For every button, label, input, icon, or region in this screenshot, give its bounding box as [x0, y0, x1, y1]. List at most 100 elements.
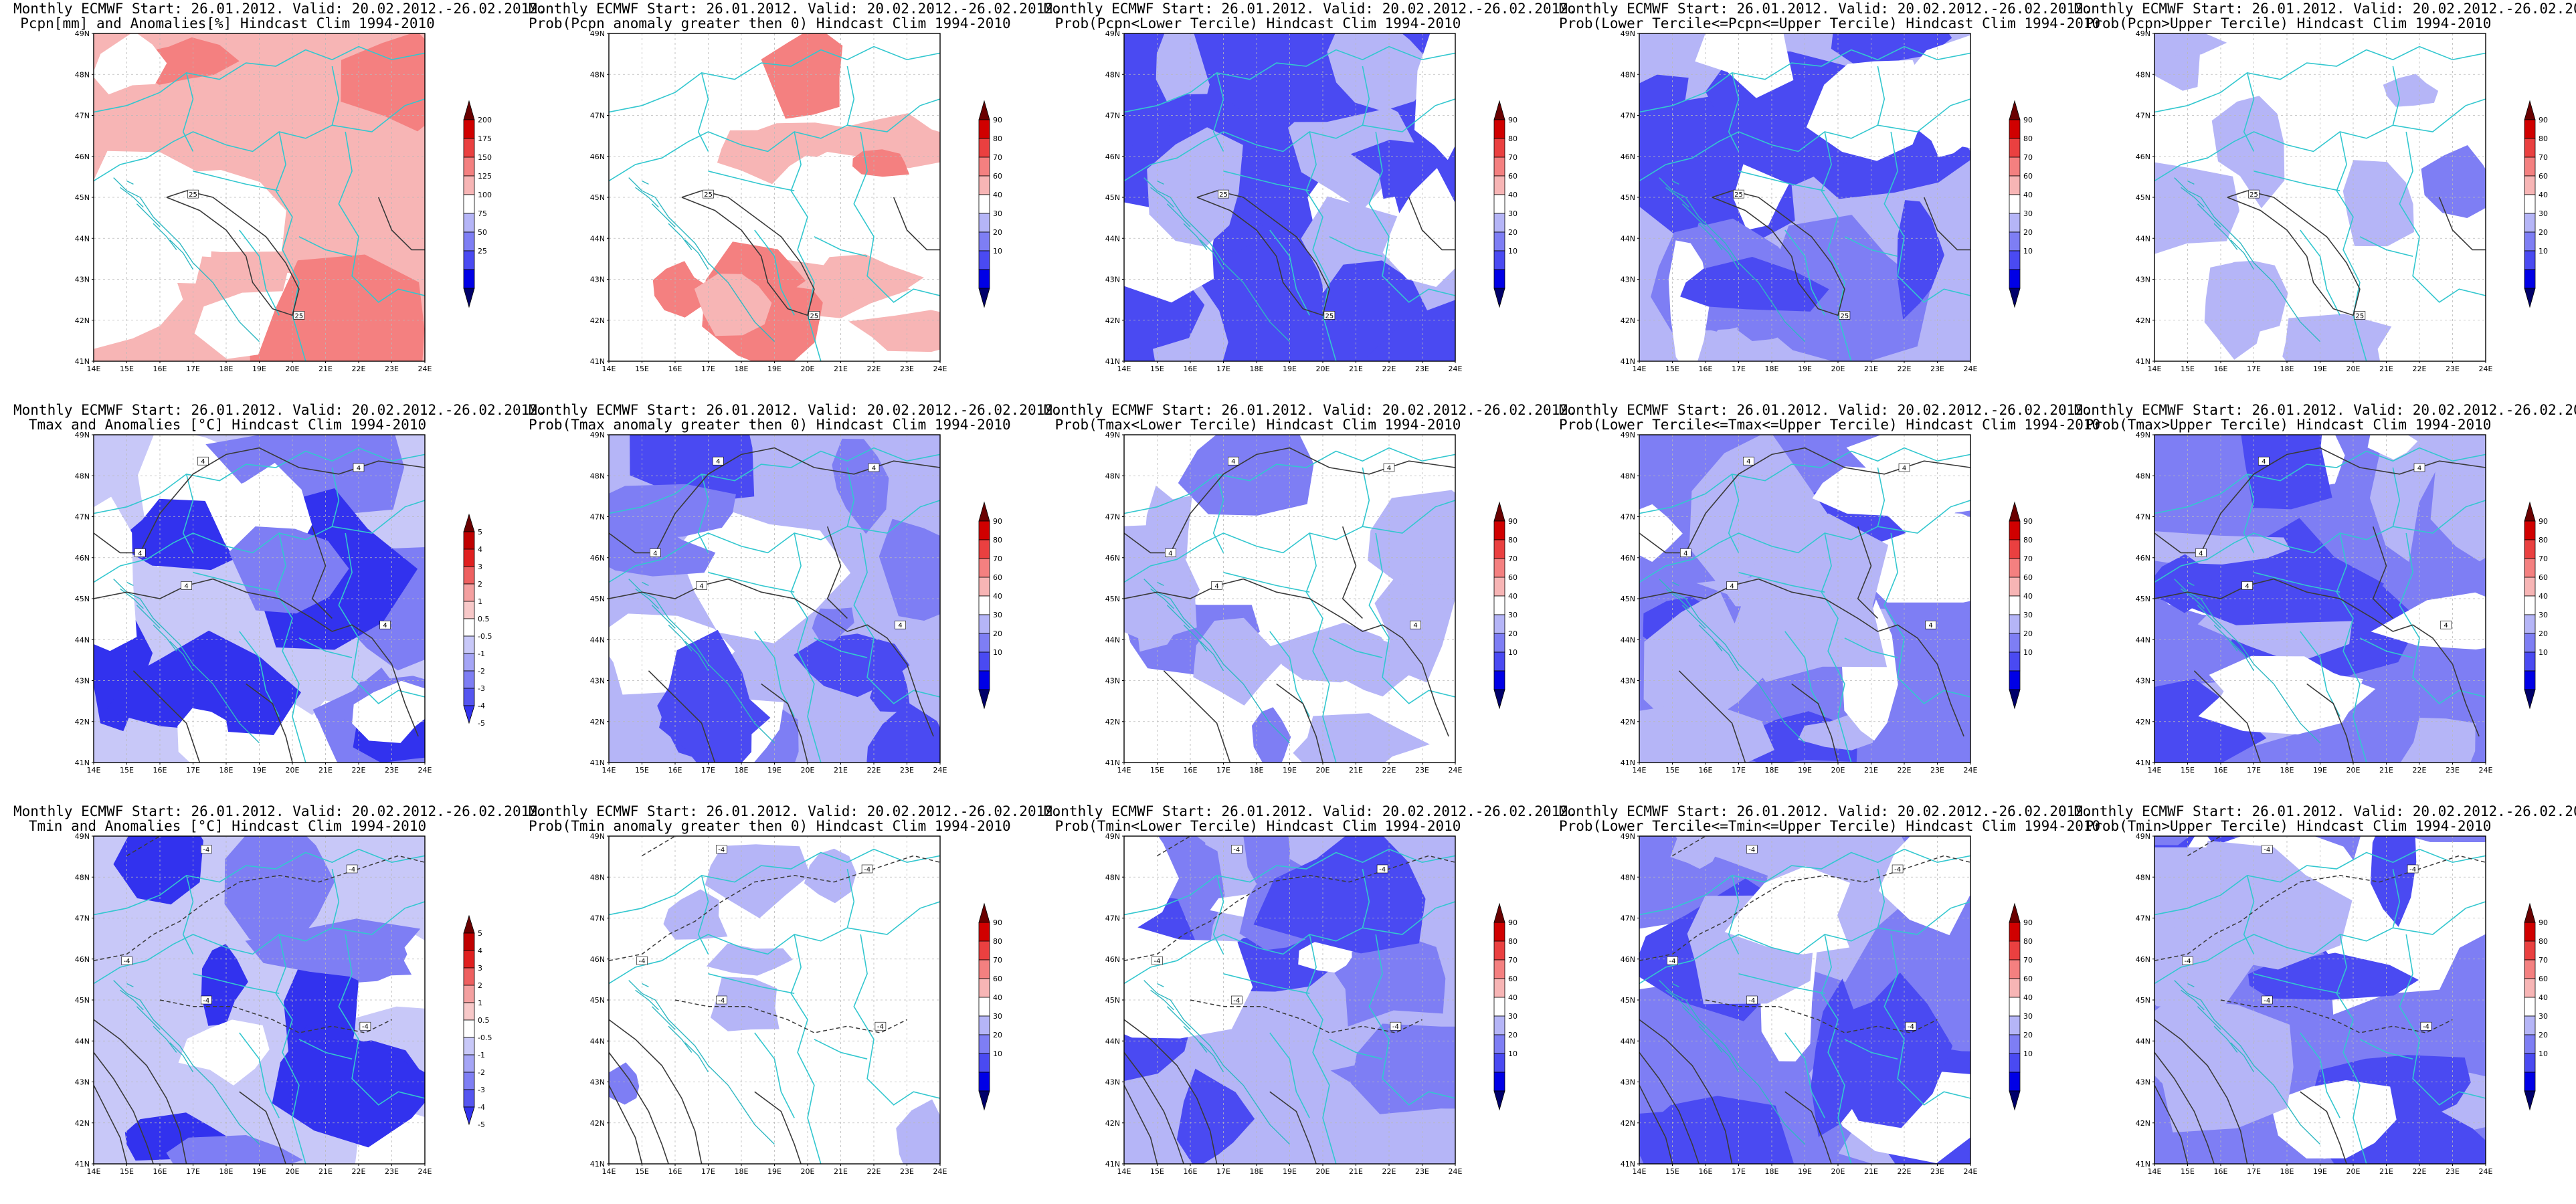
lon-tick-label: 20E [801, 1167, 815, 1176]
country-borders [609, 848, 940, 1164]
coastline [1143, 177, 1290, 342]
map-area: -4 -4 -4 -4 -4 49N 48N 47N 46N 45N 44N 43N 42N 41N14E… [2136, 832, 2493, 1176]
colorbar-label: 90 [993, 517, 1002, 526]
lon-tick-label: 24E [933, 1167, 947, 1176]
lon-tick-label: 21E [2379, 766, 2393, 775]
lon-tick-label: 18E [1765, 1167, 1779, 1176]
lon-tick-label: 17E [186, 1167, 200, 1176]
climatology-contours: 4 4 4 4 4 [609, 447, 940, 763]
lat-tick-label: 44N [75, 635, 90, 644]
colorbar-label: -5 [478, 1120, 485, 1129]
contour-label-box [1164, 548, 1176, 557]
lat-tick-label: 41N [75, 759, 90, 767]
lon-tick-label: 24E [2479, 766, 2493, 775]
panel-title-line2: Prob(Tmin anomaly greater then 0) Hindca… [529, 818, 1011, 834]
country-borders [1639, 848, 1970, 1164]
lon-tick-label: 19E [767, 365, 781, 373]
panel-title: Monthly ECMWF Start: 26.01.2012. Valid: … [1044, 804, 1577, 833]
lat-tick-label: 48N [75, 70, 90, 79]
lon-tick-label: 18E [219, 766, 234, 775]
lon-tick-label: 23E [1930, 766, 1944, 775]
climatology-contours: 25 25 [2227, 189, 2486, 320]
lon-tick-label: 22E [867, 1167, 881, 1176]
country-borders [94, 447, 425, 763]
lon-tick-label: 15E [2181, 1167, 2195, 1176]
lat-tick-label: 47N [2136, 112, 2150, 120]
contour-label: 4 [138, 550, 142, 557]
colorbar-label: 30 [2539, 611, 2548, 619]
coastline [2174, 177, 2320, 342]
colorbar: 200 175 150 125 100 75 50 25 [463, 100, 492, 308]
lon-tick-label: 23E [2446, 766, 2460, 775]
lat-tick-label: 46N [2136, 153, 2150, 161]
contour-label: -4 [639, 958, 646, 965]
lon-tick-label: 15E [1150, 1167, 1164, 1176]
colorbar-label: 70 [993, 956, 1002, 965]
lon-tick-label: 18E [735, 1167, 749, 1176]
contour-label: 4 [1746, 458, 1750, 466]
panel-title-line1: Monthly ECMWF Start: 26.01.2012. Valid: … [529, 402, 1062, 418]
lon-tick-label: 15E [635, 766, 649, 775]
lat-tick-label: 45N [2136, 996, 2150, 1005]
lon-tick-label: 23E [2446, 365, 2460, 373]
lon-tick-label: 21E [834, 365, 848, 373]
lat-tick-label: 43N [1621, 1078, 1635, 1087]
contour-label: -4 [877, 1023, 884, 1031]
panel-title-line2: Prob(Pcpn<Lower Tercile) Hindcast Clim 1… [1054, 15, 1461, 31]
lat-tick-label: 43N [1105, 677, 1120, 686]
colorbar-label: 70 [2023, 956, 2033, 965]
colorbar-label: 10 [993, 1049, 1002, 1058]
contour-label-box [716, 995, 727, 1005]
lat-tick-label: 42N [2136, 316, 2150, 325]
colorbar-label: 40 [2023, 592, 2033, 601]
contour-label-box [1383, 463, 1395, 472]
lat-tick-label: 48N [1105, 472, 1120, 480]
lat-tick-label: 46N [590, 554, 605, 563]
contour-label: 25 [189, 191, 197, 199]
lat-tick-label: 41N [2136, 1160, 2150, 1169]
climatology-contours: -4 -4 -4 -4 -4 [94, 836, 425, 1164]
colorbar-label: 20 [2023, 629, 2033, 638]
lon-tick-label: 23E [900, 365, 914, 373]
lat-tick-label: 45N [590, 193, 605, 202]
panel-title-line2: Prob(Tmax anomaly greater then 0) Hindca… [529, 417, 1011, 433]
lat-tick-label: 48N [590, 70, 605, 79]
contour-label: 25 [1219, 191, 1228, 199]
contour-label: -4 [1379, 866, 1386, 874]
colorbar-label: 60 [993, 975, 1002, 983]
contour-label-box [1211, 581, 1222, 590]
lon-tick-label: 16E [153, 766, 167, 775]
contour-label-box [1228, 456, 1239, 466]
colorbar-label: 60 [1508, 172, 1517, 181]
colorbar-label: 80 [2539, 134, 2548, 143]
shaded-field [94, 836, 425, 1164]
contour-label-box [868, 463, 880, 472]
lon-tick-label: 14E [1633, 1167, 1647, 1176]
lon-tick-label: 18E [219, 365, 234, 373]
contour-label-box [187, 189, 199, 199]
colorbar-label: 10 [993, 247, 1002, 256]
contour-label: -4 [1154, 958, 1161, 965]
lat-tick-label: 44N [1105, 635, 1120, 644]
shaded-field [2154, 836, 2486, 1164]
lon-tick-label: 20E [286, 365, 300, 373]
coastline [1659, 177, 1805, 342]
colorbar-label: 20 [1508, 228, 1517, 237]
colorbar-label: 90 [993, 116, 1002, 124]
lon-tick-label: 21E [318, 365, 333, 373]
lat-tick-label: 41N [2136, 357, 2150, 366]
lon-tick-label: 15E [1665, 1167, 1679, 1176]
colorbar-label: 70 [2539, 956, 2548, 965]
lat-tick-label: 49N [75, 29, 90, 38]
colorbar-label: 40 [1508, 191, 1517, 199]
lat-tick-label: 43N [1105, 276, 1120, 284]
colorbar-label: 90 [1508, 517, 1517, 526]
country-borders [1639, 447, 1970, 763]
lat-tick-label: 45N [590, 595, 605, 603]
climatology-contours: 25 25 [166, 189, 425, 320]
lat-lon-grid [1639, 33, 1971, 362]
contour-label: -4 [1233, 997, 1240, 1005]
contour-label: 25 [1841, 312, 1849, 320]
